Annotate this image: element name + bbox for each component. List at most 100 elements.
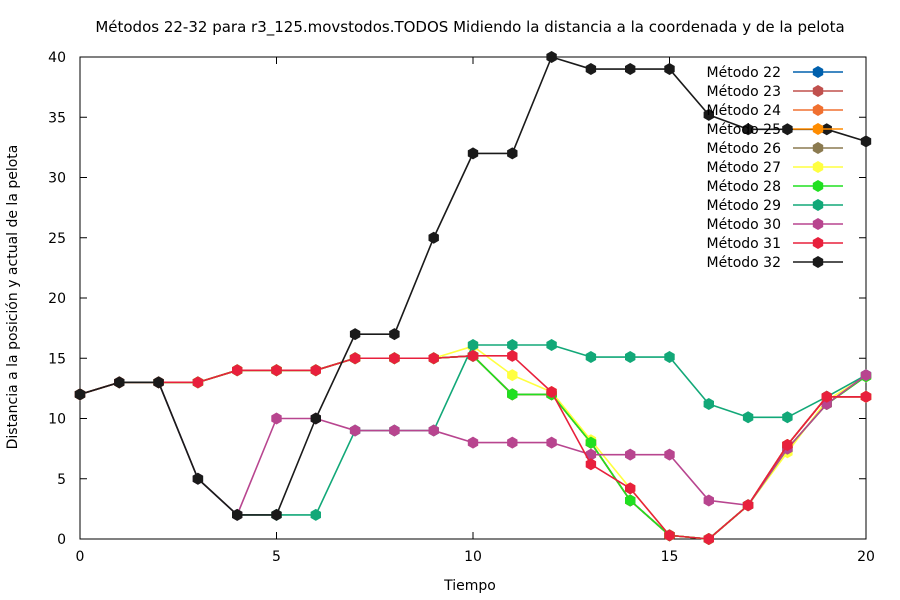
data-point <box>507 339 518 351</box>
data-point <box>192 376 204 389</box>
data-point <box>625 448 636 461</box>
legend-entry: Método 27 <box>707 160 843 176</box>
data-point <box>625 63 636 76</box>
data-point <box>703 398 714 411</box>
data-point <box>782 123 793 136</box>
data-point <box>428 231 439 244</box>
y-tick-label: 5 <box>57 472 66 488</box>
data-point <box>428 424 439 437</box>
data-point <box>467 339 479 351</box>
data-point <box>389 328 400 341</box>
data-point <box>232 364 243 377</box>
legend-label: Método 25 <box>707 122 781 138</box>
data-point <box>232 508 243 521</box>
data-point <box>860 390 872 403</box>
data-point <box>703 494 714 507</box>
legend-swatch-marker <box>812 142 824 154</box>
legend-entry: Método 31 <box>707 236 843 252</box>
data-point <box>585 436 597 449</box>
legend-swatch-marker <box>812 161 824 173</box>
data-point <box>703 533 714 545</box>
data-point <box>192 472 204 485</box>
data-point <box>507 349 518 362</box>
axis-ticks: 0 5 10 15 20 0 5 10 15 20 25 30 35 40 <box>48 50 875 565</box>
legend-entry: Método 24 <box>707 103 843 119</box>
x-tick-label: 10 <box>464 549 482 565</box>
data-point <box>585 63 597 76</box>
y-tick-label: 30 <box>48 171 66 187</box>
y-tick-label: 35 <box>48 110 66 126</box>
legend-label: Método 24 <box>707 103 782 119</box>
x-tick-label: 5 <box>272 549 281 565</box>
data-point <box>782 411 793 424</box>
data-point <box>349 352 361 365</box>
legend-entry: Método 30 <box>707 217 843 233</box>
legend-label: Método 27 <box>707 160 781 176</box>
legend-entry: Método 32 <box>707 255 843 271</box>
legend-label: Método 29 <box>707 198 781 214</box>
legend-entry: Método 22 <box>707 65 843 81</box>
data-point <box>585 458 597 471</box>
data-point <box>860 135 872 148</box>
data-point <box>271 508 282 521</box>
legend-label: Método 28 <box>707 179 781 195</box>
x-tick-label: 15 <box>661 549 679 565</box>
data-point <box>389 352 400 365</box>
data-point <box>271 412 282 425</box>
data-point <box>271 364 282 377</box>
legend-swatch-marker <box>812 123 824 135</box>
y-tick-label: 25 <box>48 231 66 247</box>
data-point <box>546 436 557 449</box>
data-point <box>310 412 321 425</box>
series-m-todo-30 <box>74 369 872 521</box>
x-axis-label: Tiempo <box>443 578 496 594</box>
legend-entry: Método 25 <box>707 122 843 138</box>
legend-swatch-marker <box>812 66 824 78</box>
legend-swatch-marker <box>812 237 824 249</box>
y-tick-label: 15 <box>48 351 66 367</box>
data-point <box>664 351 675 364</box>
y-tick-label: 40 <box>48 50 66 66</box>
y-tick-label: 0 <box>57 532 66 548</box>
series-m-todo-32 <box>74 51 872 521</box>
data-point <box>507 147 518 160</box>
data-point <box>389 424 400 437</box>
series-line <box>79 344 867 516</box>
data-point <box>585 351 597 364</box>
data-point <box>546 51 557 63</box>
data-point <box>310 364 321 377</box>
data-point <box>625 482 636 495</box>
data-point <box>821 390 832 403</box>
data-point <box>428 352 439 365</box>
data-point <box>742 499 754 512</box>
legend-swatch-marker <box>812 85 824 97</box>
legend-label: Método 22 <box>707 65 781 81</box>
data-point <box>664 529 675 542</box>
data-point <box>546 339 557 351</box>
legend-swatch-marker <box>812 199 824 211</box>
data-point <box>860 369 872 382</box>
data-point <box>467 147 479 160</box>
data-point <box>507 369 518 382</box>
data-point <box>153 376 164 389</box>
legend-label: Método 32 <box>707 255 781 271</box>
legend-label: Método 26 <box>707 141 782 157</box>
legend-entry: Método 26 <box>707 141 843 157</box>
data-point <box>742 411 754 424</box>
data-point <box>625 494 636 507</box>
legend-swatch-marker <box>812 104 824 116</box>
data-point <box>585 448 597 461</box>
legend: Método 22 Método 23 Método 24 Método 25 Méto… <box>707 65 843 271</box>
data-point <box>703 108 714 121</box>
legend-entry: Método 23 <box>707 84 843 100</box>
x-tick-label: 20 <box>857 549 875 565</box>
legend-label: Método 23 <box>707 84 781 100</box>
series-group <box>74 51 872 545</box>
series-m-todo-31 <box>74 349 872 545</box>
data-point <box>742 123 754 136</box>
legend-label: Método 31 <box>707 236 781 252</box>
legend-swatch-marker <box>812 218 824 230</box>
y-axis-label: Distancia a la posición y actual de la p… <box>5 145 21 450</box>
data-point <box>664 448 675 461</box>
